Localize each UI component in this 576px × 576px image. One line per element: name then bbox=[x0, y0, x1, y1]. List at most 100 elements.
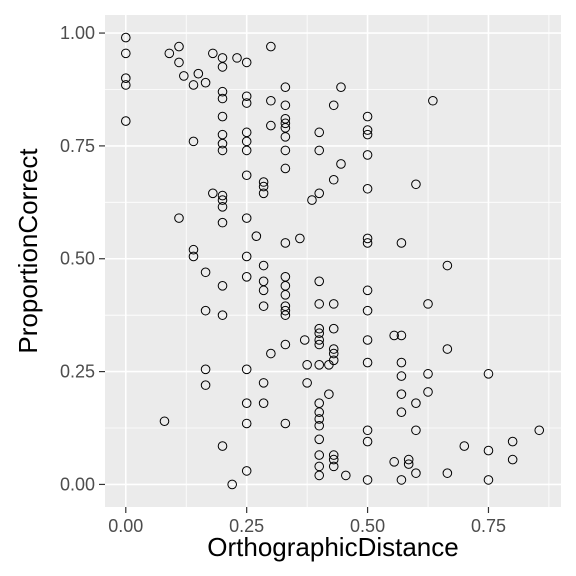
data-point bbox=[328, 454, 339, 465]
data-point bbox=[396, 330, 407, 341]
data-point bbox=[280, 163, 291, 174]
data-points bbox=[120, 32, 545, 490]
data-point bbox=[362, 129, 373, 140]
data-point bbox=[483, 475, 494, 485]
data-point bbox=[314, 407, 325, 418]
data-point bbox=[299, 335, 310, 345]
data-point bbox=[241, 57, 252, 68]
data-point bbox=[314, 335, 325, 345]
data-point bbox=[411, 468, 421, 478]
data-point bbox=[295, 233, 305, 244]
data-point bbox=[328, 344, 339, 354]
data-point bbox=[423, 299, 433, 309]
data-point bbox=[411, 179, 421, 190]
data-point bbox=[314, 360, 325, 370]
data-point bbox=[266, 348, 276, 359]
data-point bbox=[442, 260, 453, 271]
data-point bbox=[314, 328, 325, 339]
data-point bbox=[459, 441, 470, 451]
data-point bbox=[314, 339, 325, 350]
data-point bbox=[280, 290, 291, 300]
data-point bbox=[314, 127, 325, 138]
data-point bbox=[120, 73, 131, 83]
data-point bbox=[217, 86, 228, 97]
data-point bbox=[164, 48, 175, 59]
data-point bbox=[159, 416, 170, 427]
data-point bbox=[534, 425, 545, 436]
data-point bbox=[280, 145, 291, 156]
data-point bbox=[362, 125, 373, 135]
data-point bbox=[188, 80, 199, 90]
data-point bbox=[200, 305, 211, 316]
data-point bbox=[423, 387, 433, 397]
data-point bbox=[217, 138, 228, 149]
data-point bbox=[307, 195, 317, 205]
data-point bbox=[280, 132, 291, 142]
data-point bbox=[258, 181, 269, 192]
data-point bbox=[217, 441, 228, 451]
data-point bbox=[241, 91, 252, 102]
data-point bbox=[241, 398, 252, 408]
data-point bbox=[241, 271, 252, 282]
data-point bbox=[120, 116, 131, 126]
data-point bbox=[314, 323, 325, 334]
data-point bbox=[258, 398, 269, 408]
data-point bbox=[396, 407, 407, 418]
data-point bbox=[328, 348, 339, 359]
data-point bbox=[241, 170, 252, 181]
data-point bbox=[396, 238, 407, 248]
data-point bbox=[328, 100, 339, 111]
data-point bbox=[280, 418, 291, 429]
data-point bbox=[362, 183, 373, 194]
data-point bbox=[483, 445, 494, 456]
data-point bbox=[200, 267, 211, 278]
y-axis-ticks: 0.00 0.25 0.50 0.75 1.00 bbox=[60, 23, 105, 494]
y-tick-label: 0.25 bbox=[60, 362, 95, 382]
data-point bbox=[241, 98, 252, 108]
data-point bbox=[174, 41, 184, 52]
data-point bbox=[328, 461, 339, 472]
data-point bbox=[336, 82, 346, 93]
x-axis-title: OrthographicDistance bbox=[207, 532, 458, 562]
data-point bbox=[280, 238, 291, 248]
y-tick-label: 0.75 bbox=[60, 136, 95, 156]
data-point bbox=[241, 418, 252, 429]
data-point bbox=[411, 425, 421, 436]
data-point bbox=[174, 57, 184, 68]
data-point bbox=[241, 145, 252, 156]
data-point bbox=[208, 188, 218, 199]
data-point bbox=[483, 369, 494, 379]
data-point bbox=[241, 466, 252, 476]
data-point bbox=[193, 68, 204, 79]
data-point bbox=[258, 285, 269, 296]
data-point bbox=[314, 188, 325, 199]
data-point bbox=[362, 425, 373, 436]
data-point bbox=[200, 77, 211, 88]
minor-gridlines bbox=[105, 15, 561, 507]
data-point bbox=[362, 475, 373, 485]
data-point bbox=[258, 260, 269, 271]
data-point bbox=[258, 301, 269, 311]
data-point bbox=[200, 380, 211, 390]
x-axis-ticks: 0.00 0.25 0.50 0.75 bbox=[108, 507, 506, 536]
data-point bbox=[411, 398, 421, 408]
data-point bbox=[314, 299, 325, 309]
data-point bbox=[442, 468, 453, 478]
x-tick-label: 0.00 bbox=[108, 516, 143, 536]
data-point bbox=[314, 420, 325, 431]
data-point bbox=[328, 174, 339, 185]
data-point bbox=[442, 344, 453, 354]
data-point bbox=[328, 299, 339, 309]
data-point bbox=[362, 357, 373, 368]
data-point bbox=[258, 188, 269, 199]
data-point bbox=[396, 371, 407, 381]
data-point bbox=[258, 177, 269, 187]
data-point bbox=[396, 357, 407, 368]
data-point bbox=[217, 145, 228, 156]
data-point bbox=[280, 305, 291, 316]
data-point bbox=[389, 330, 399, 341]
data-point bbox=[362, 305, 373, 316]
data-point bbox=[423, 369, 433, 379]
data-point bbox=[266, 95, 276, 106]
data-point bbox=[362, 238, 373, 248]
